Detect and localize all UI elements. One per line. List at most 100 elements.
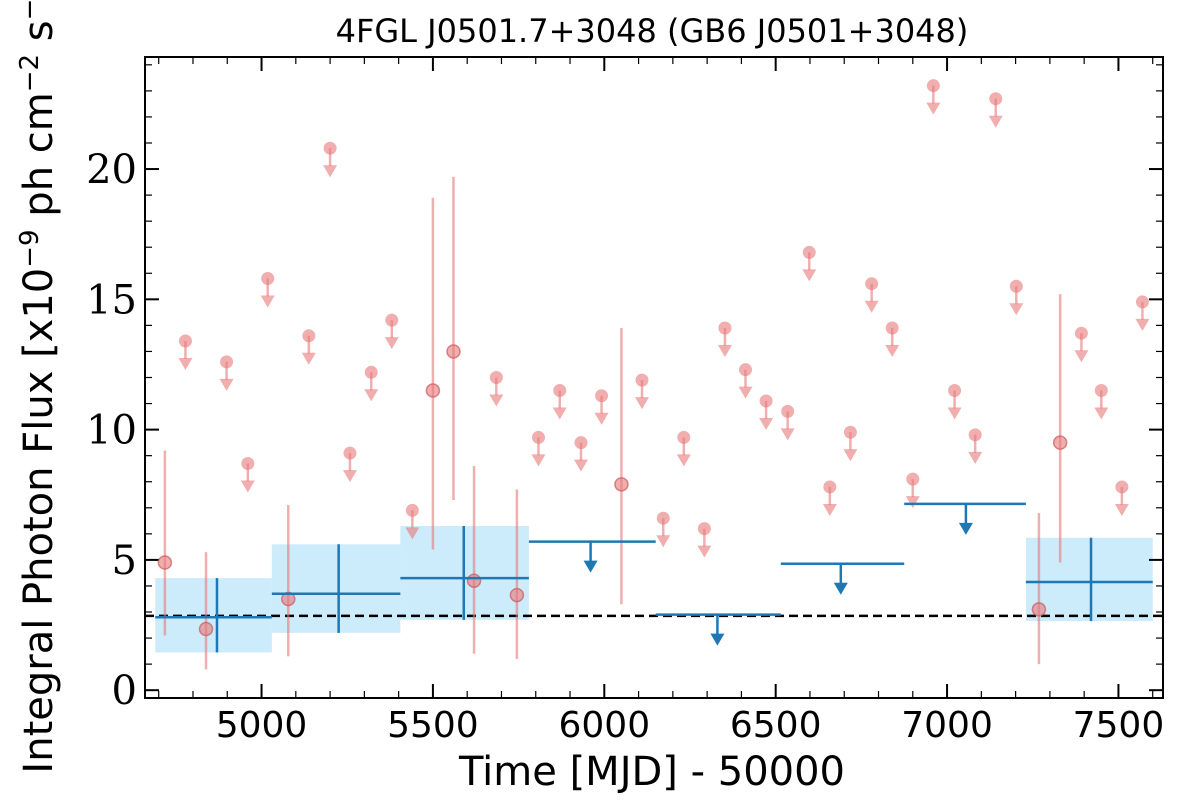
short-bin-upper-limit-arrow — [885, 344, 900, 357]
short-bin-upper-limit-arrow — [759, 417, 774, 430]
short-bin-upper-limit-arrow — [364, 389, 379, 402]
short-bin-upper-limit-point — [261, 271, 275, 285]
short-bin-upper-limit-arrow — [260, 295, 275, 308]
long-bin-upper-limit-arrow — [710, 633, 725, 646]
short-bin-upper-limit-arrow — [822, 503, 837, 516]
short-bin-upper-limit-point — [948, 384, 962, 398]
short-bin-upper-limit-point — [364, 365, 378, 379]
short-bin-upper-limit-point — [718, 321, 732, 335]
chart-title: 4FGL J0501.7+3048 (GB6 J0501+3048) — [336, 12, 969, 50]
y-axis-label: Integral Photon Flux [x10−9 ph cm−2 s−1] — [15, 0, 62, 774]
short-bin-upper-limit-arrow — [552, 407, 567, 420]
short-bin-upper-limit-point — [323, 141, 337, 155]
short-bin-upper-limit-point — [989, 92, 1003, 106]
x-tick-label: 6000 — [558, 705, 650, 746]
short-bin-upper-limit-point — [489, 371, 503, 384]
short-bin-upper-limit-arrow — [531, 454, 546, 467]
x-tick-label: 6500 — [730, 705, 822, 746]
short-bin-upper-limit-arrow — [178, 358, 193, 371]
long-bin-uncertainty-band — [155, 578, 272, 653]
short-bin-upper-limit-arrow — [594, 412, 609, 425]
short-bin-upper-limit-arrow — [219, 378, 234, 391]
short-bin-upper-limit-point — [759, 394, 773, 408]
x-tick-labels: 5000 5500 6000 6500 7000 7500 — [216, 705, 1165, 746]
short-bin-upper-limit-arrow — [947, 407, 962, 420]
long-bin-uncertainty-band — [1025, 537, 1153, 622]
short-bin-upper-limit-point — [926, 79, 940, 93]
short-bin-upper-limit-point — [843, 425, 857, 439]
short-bin-upper-limit-point — [343, 446, 357, 460]
y-axis-label-part: ph cm — [16, 92, 62, 229]
y-axis-label-part: s — [16, 20, 62, 54]
short-bin-upper-limit-point — [968, 428, 982, 442]
y-tick-labels: 0 5 10 15 20 — [86, 147, 137, 714]
short-bin-upper-limit-arrow — [1009, 303, 1024, 316]
short-bin-upper-limit-point — [906, 472, 920, 486]
short-bin-upper-limit-point — [1115, 480, 1129, 494]
short-bin-upper-limit-arrow — [738, 386, 753, 399]
y-tick-label: 5 — [112, 538, 137, 584]
short-bin-upper-limit-arrow — [323, 165, 338, 178]
short-bin-upper-limit-arrow — [926, 102, 941, 115]
y-tick-label: 10 — [86, 408, 137, 454]
short-bin-upper-limit-point — [1009, 279, 1023, 293]
long-bin-points — [155, 502, 1153, 653]
short-bin-upper-limit-arrow — [240, 480, 255, 493]
short-bin-point — [425, 383, 441, 398]
y-tick-label: 15 — [86, 277, 137, 323]
short-bin-upper-limit-arrow — [802, 269, 817, 282]
x-tick-label: 7500 — [1073, 705, 1165, 746]
long-bin-upper-limit-arrow — [958, 522, 973, 535]
short-bin-upper-limit-point — [823, 480, 837, 494]
short-bin-point — [157, 555, 173, 570]
y-tick-label: 0 — [112, 668, 137, 714]
short-bin-point — [198, 621, 214, 637]
short-bin-upper-limit-point — [781, 404, 795, 418]
short-bin-upper-limit-arrow — [301, 352, 316, 365]
x-tick-label: 5500 — [387, 705, 479, 746]
short-bin-upper-limit-point — [595, 389, 609, 403]
long-bin-uncertainty-band — [271, 544, 401, 633]
short-bin-upper-limit-point — [1094, 384, 1108, 398]
short-bin-upper-limit-point — [385, 313, 399, 327]
short-bin-upper-limit-arrow — [1114, 503, 1129, 516]
short-bin-upper-limit-arrow — [656, 535, 671, 548]
short-bin-point — [509, 587, 525, 603]
short-bin-upper-limit-point — [885, 321, 899, 335]
short-bin-upper-limit-arrow — [1135, 318, 1150, 331]
short-bin-upper-limit-point — [302, 329, 316, 343]
y-tick-label: 20 — [86, 147, 137, 193]
short-bin-upper-limit-point — [178, 334, 192, 348]
short-bin-upper-limit-arrow — [988, 115, 1003, 128]
short-bin-upper-limit-point — [865, 277, 879, 291]
short-bin-upper-limit-point — [739, 363, 753, 377]
short-bin-upper-limit-point — [697, 522, 711, 536]
short-bin-points — [157, 79, 1150, 670]
short-bin-point — [281, 591, 296, 607]
short-bin-upper-limit-point — [1074, 326, 1088, 340]
short-bin-upper-limit-arrow — [342, 470, 357, 483]
short-bin-upper-limit-arrow — [573, 459, 588, 472]
short-bin-upper-limit-point — [531, 430, 545, 444]
y-axis-label-part: Integral Photon Flux [x10 — [16, 268, 62, 774]
short-bin-upper-limit-point — [1135, 295, 1149, 309]
short-bin-upper-limit-arrow — [864, 300, 879, 313]
x-tick-label: 5000 — [216, 705, 308, 746]
short-bin-upper-limit-point — [802, 245, 816, 259]
long-bin-upper-limit-arrow — [833, 582, 848, 595]
long-bin-upper-limit-arrow — [583, 560, 598, 573]
plot-frame — [144, 56, 1164, 699]
short-bin-upper-limit-point — [677, 430, 691, 444]
x-axis-label: Time [MJD] - 50000 — [458, 749, 845, 795]
short-bin-upper-limit-arrow — [780, 428, 795, 441]
short-bin-upper-limit-arrow — [905, 496, 920, 509]
y-axis-label-exponent: −1 — [15, 0, 45, 20]
short-bin-upper-limit-arrow — [676, 454, 691, 467]
short-bin-upper-limit-arrow — [1094, 407, 1109, 420]
short-bin-upper-limit-arrow — [697, 545, 712, 558]
short-bin-point — [446, 344, 461, 359]
short-bin-point — [1031, 602, 1047, 617]
short-bin-upper-limit-point — [656, 511, 670, 525]
short-bin-upper-limit-arrow — [405, 527, 420, 540]
